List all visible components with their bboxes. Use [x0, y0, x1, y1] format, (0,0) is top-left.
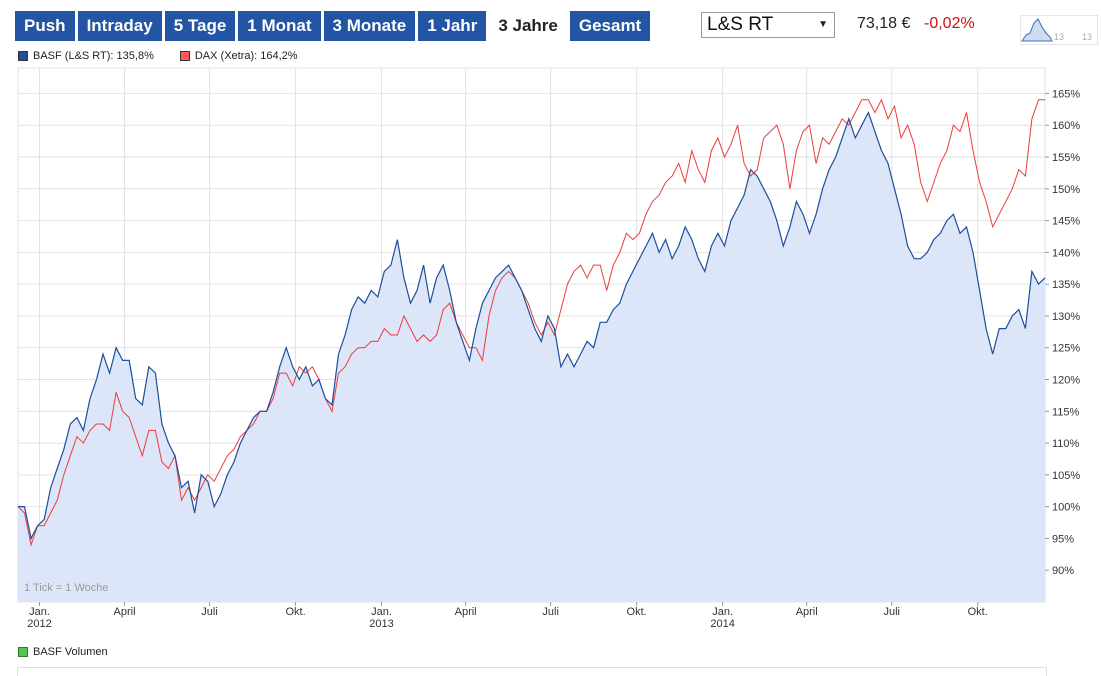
- volume-legend-label: BASF Volumen: [33, 646, 108, 658]
- overview-thumbnail[interactable]: 13 13: [1020, 15, 1098, 45]
- tab-1-jahr[interactable]: 1 Jahr: [418, 11, 487, 41]
- legend-swatch-dax: [179, 51, 190, 61]
- x-tick-label: Okt.: [627, 606, 647, 618]
- x-tick-label: Juli: [542, 606, 559, 618]
- thumbnail-label-1: 13: [1054, 32, 1064, 42]
- y-tick-label: 160%: [1052, 120, 1080, 132]
- series-line-dax: [17, 98, 1045, 547]
- y-tick-label: 145%: [1052, 216, 1080, 228]
- y-tick-label: 110%: [1052, 438, 1080, 450]
- x-tick-label: Jan.: [712, 606, 733, 618]
- chart-series: [17, 98, 1046, 602]
- y-tick-label: 150%: [1052, 184, 1080, 196]
- x-tick-label: Okt.: [285, 606, 305, 618]
- y-axis: 90% 95% 100% 105% 110% 115% 120% 125% 130% 135% 14…: [1045, 88, 1080, 577]
- tab-gesamt[interactable]: Gesamt: [569, 11, 651, 41]
- x-tick-year-label: 2014: [710, 618, 734, 630]
- x-tick-label: Okt.: [968, 606, 988, 618]
- y-tick-label: 115%: [1052, 406, 1080, 418]
- price-chart[interactable]: 90% 95% 100% 105% 110% 115% 120% 125% 130% 135% 14…: [0, 0, 1101, 640]
- exchange-select[interactable]: L&S RT ▼: [701, 12, 835, 38]
- x-tick-year-label: 2012: [27, 618, 51, 630]
- tab-3-jahre[interactable]: 3 Jahre: [489, 11, 567, 41]
- y-tick-label: 140%: [1052, 247, 1080, 259]
- tab-push[interactable]: Push: [15, 11, 75, 41]
- x-tick-label: April: [796, 606, 818, 618]
- exchange-select-value: L&S RT: [707, 14, 774, 35]
- tab-intraday[interactable]: Intraday: [77, 11, 162, 41]
- series-area-basf: [18, 112, 1045, 602]
- x-tick-label: Juli: [201, 606, 218, 618]
- y-tick-label: 120%: [1052, 375, 1080, 387]
- quote-change: -0,02%: [924, 15, 975, 32]
- tab-5-tage[interactable]: 5 Tage: [164, 11, 236, 41]
- y-tick-label: 165%: [1052, 88, 1080, 100]
- legend-item-dax[interactable]: DAX (Xetra): 164,2%: [179, 50, 298, 62]
- x-tick-label: April: [455, 606, 477, 618]
- chevron-down-icon: ▼: [818, 19, 828, 30]
- legend-label-basf: BASF (L&S RT): 135,8%: [33, 50, 154, 62]
- y-tick-label: 155%: [1052, 152, 1080, 164]
- chart-legend: BASF (L&S RT): 135,8% DAX (Xetra): 164,2…: [18, 50, 324, 62]
- tab-3-monate[interactable]: 3 Monate: [323, 11, 416, 41]
- y-tick-label: 130%: [1052, 311, 1080, 323]
- legend-swatch-basf: [18, 51, 28, 61]
- y-tick-label: 125%: [1052, 343, 1080, 355]
- tick-annotation: 1 Tick = 1 Woche: [24, 582, 108, 594]
- x-tick-label: April: [114, 606, 136, 618]
- legend-label-dax: DAX (Xetra): 164,2%: [194, 50, 298, 62]
- y-tick-label: 135%: [1052, 279, 1080, 291]
- quote-price: 73,18 €: [857, 15, 911, 32]
- thumbnail-label-2: 13: [1082, 32, 1092, 42]
- y-tick-label: 105%: [1052, 470, 1080, 482]
- legend-item-basf[interactable]: BASF (L&S RT): 135,8%: [18, 50, 154, 62]
- x-tick-year-label: 2013: [369, 618, 393, 630]
- y-tick-label: 100%: [1052, 502, 1080, 514]
- x-tick-label: Jan.: [371, 606, 392, 618]
- tab-1-monat[interactable]: 1 Monat: [238, 11, 321, 41]
- volume-swatch: [18, 647, 28, 657]
- period-tabs: Push Intraday 5 Tage 1 Monat 3 Monate 1 …: [15, 11, 653, 41]
- x-tick-label: Juli: [883, 606, 900, 618]
- x-tick-label: Jan.: [29, 606, 50, 618]
- series-line-basf: [18, 110, 1046, 541]
- volume-panel: [17, 667, 1047, 676]
- volume-legend[interactable]: BASF Volumen: [18, 646, 108, 658]
- y-tick-label: 95%: [1052, 533, 1074, 545]
- y-tick-label: 90%: [1052, 565, 1074, 577]
